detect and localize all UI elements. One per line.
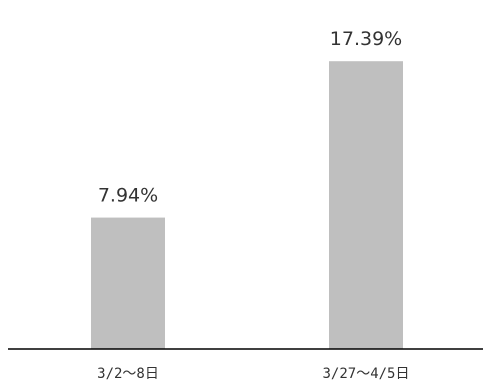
x-tick-label-2: 3/27〜4/5日 bbox=[322, 366, 409, 382]
data-label-1: 7.94% bbox=[98, 185, 158, 207]
bar-2 bbox=[329, 61, 403, 350]
value-labels-group: 7.94% 17.39% bbox=[98, 28, 402, 206]
bars-group bbox=[91, 61, 403, 350]
bar-1 bbox=[91, 217, 165, 349]
x-tick-labels-group: 3/2〜8日 3/27〜4/5日 bbox=[97, 366, 409, 382]
data-label-2: 17.39% bbox=[330, 28, 402, 50]
x-tick-label-1: 3/2〜8日 bbox=[97, 366, 159, 382]
